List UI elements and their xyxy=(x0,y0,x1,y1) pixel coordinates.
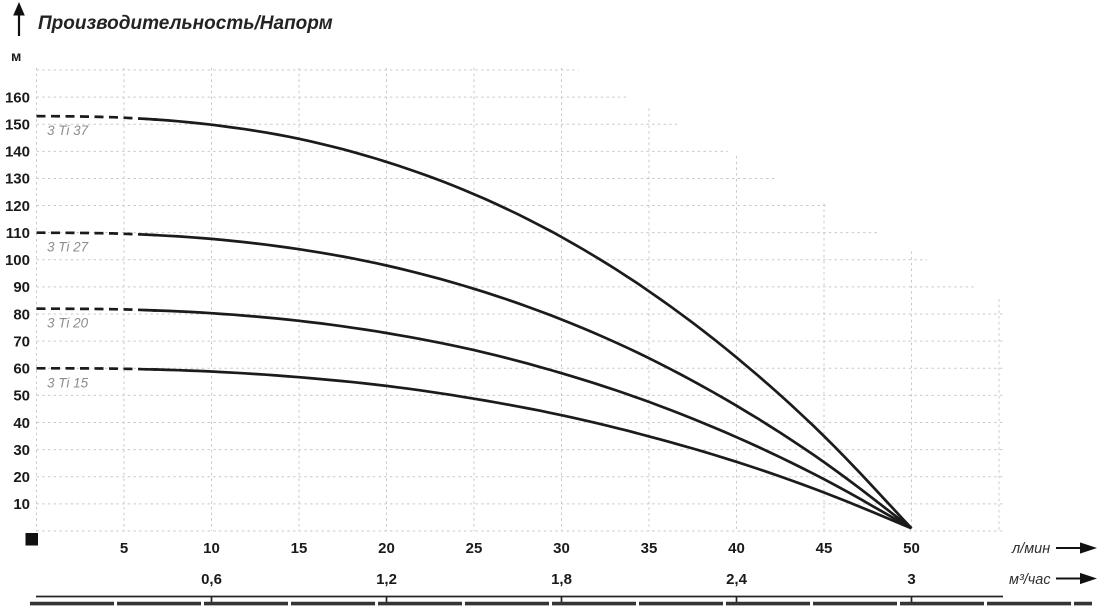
origin-marker xyxy=(25,533,38,546)
y-tick-label: 90 xyxy=(13,279,30,296)
y-tick-label: 80 xyxy=(13,306,30,323)
x-tick-label-m3h: 1,8 xyxy=(551,571,572,588)
y-tick-label: 30 xyxy=(13,442,30,459)
x-axis-primary-unit-label: л/мин xyxy=(1011,541,1050,557)
curve-dashed-start xyxy=(36,114,157,121)
y-tick-label: 100 xyxy=(5,252,30,269)
y-tick-label: 140 xyxy=(5,144,30,161)
y-tick-label: 130 xyxy=(5,171,30,188)
x-tick-label-lmin: 50 xyxy=(903,540,920,557)
y-tick-label: 70 xyxy=(13,333,30,350)
curve-dashed-start xyxy=(36,307,157,312)
x-tick-label-m3h: 3 xyxy=(907,571,915,588)
x-axis-primary-arrow-icon xyxy=(1056,542,1097,554)
x-tick-label-m3h: 2,4 xyxy=(726,571,748,588)
x-axis-secondary-unit-label: м³/час xyxy=(1009,572,1051,588)
x-tick-label-lmin: 35 xyxy=(641,540,658,557)
curve-label: 3 Ti 15 xyxy=(47,375,89,390)
curve-dashed-start xyxy=(36,231,157,237)
y-tick-label: 150 xyxy=(5,117,30,134)
x-tick-label-lmin: 40 xyxy=(728,540,745,557)
curve-3-ti-15 xyxy=(145,367,913,530)
y-tick-label: 110 xyxy=(6,225,30,242)
x-tick-label-lmin: 45 xyxy=(816,540,833,557)
x-tick-label-lmin: 5 xyxy=(120,540,128,557)
curves-layer xyxy=(36,114,913,530)
curve-label: 3 Ti 20 xyxy=(47,316,89,331)
x-tick-label-m3h: 1,2 xyxy=(376,571,397,588)
curve-label: 3 Ti 27 xyxy=(47,240,89,255)
chart-title: Производительность/Напорм xyxy=(38,13,333,34)
tick-labels-layer: 3 Ti 37 3 Ti 27 3 Ti 20 3 Ti 15 10 20 30 40 50 60… xyxy=(5,89,920,588)
grid-layer xyxy=(36,68,1003,532)
y-tick-label: 10 xyxy=(13,496,30,513)
y-axis-unit-label: м xyxy=(11,48,21,64)
x-axis-secondary-arrow-icon xyxy=(1056,572,1097,585)
x-tick-label-lmin: 30 xyxy=(553,540,570,557)
y-tick-label: 50 xyxy=(13,388,30,405)
y-tick-label: 20 xyxy=(13,469,30,486)
x-tick-label-m3h: 0,6 xyxy=(201,571,222,588)
curve-3-ti-37 xyxy=(145,117,913,530)
x-tick-label-lmin: 10 xyxy=(203,540,220,557)
curve-label: 3 Ti 37 xyxy=(47,123,89,138)
curve-3-ti-27 xyxy=(145,233,913,530)
curve-3-ti-20 xyxy=(145,308,913,530)
curve-dashed-start xyxy=(36,366,157,371)
x-tick-label-lmin: 15 xyxy=(291,540,308,557)
y-tick-label: 60 xyxy=(13,361,30,378)
y-tick-label: 40 xyxy=(13,415,30,432)
x-tick-label-lmin: 20 xyxy=(378,540,395,557)
y-axis-arrow-icon xyxy=(13,2,25,36)
y-tick-label: 160 xyxy=(5,89,30,106)
y-tick-label: 120 xyxy=(5,198,30,215)
x-tick-label-lmin: 25 xyxy=(466,540,483,557)
